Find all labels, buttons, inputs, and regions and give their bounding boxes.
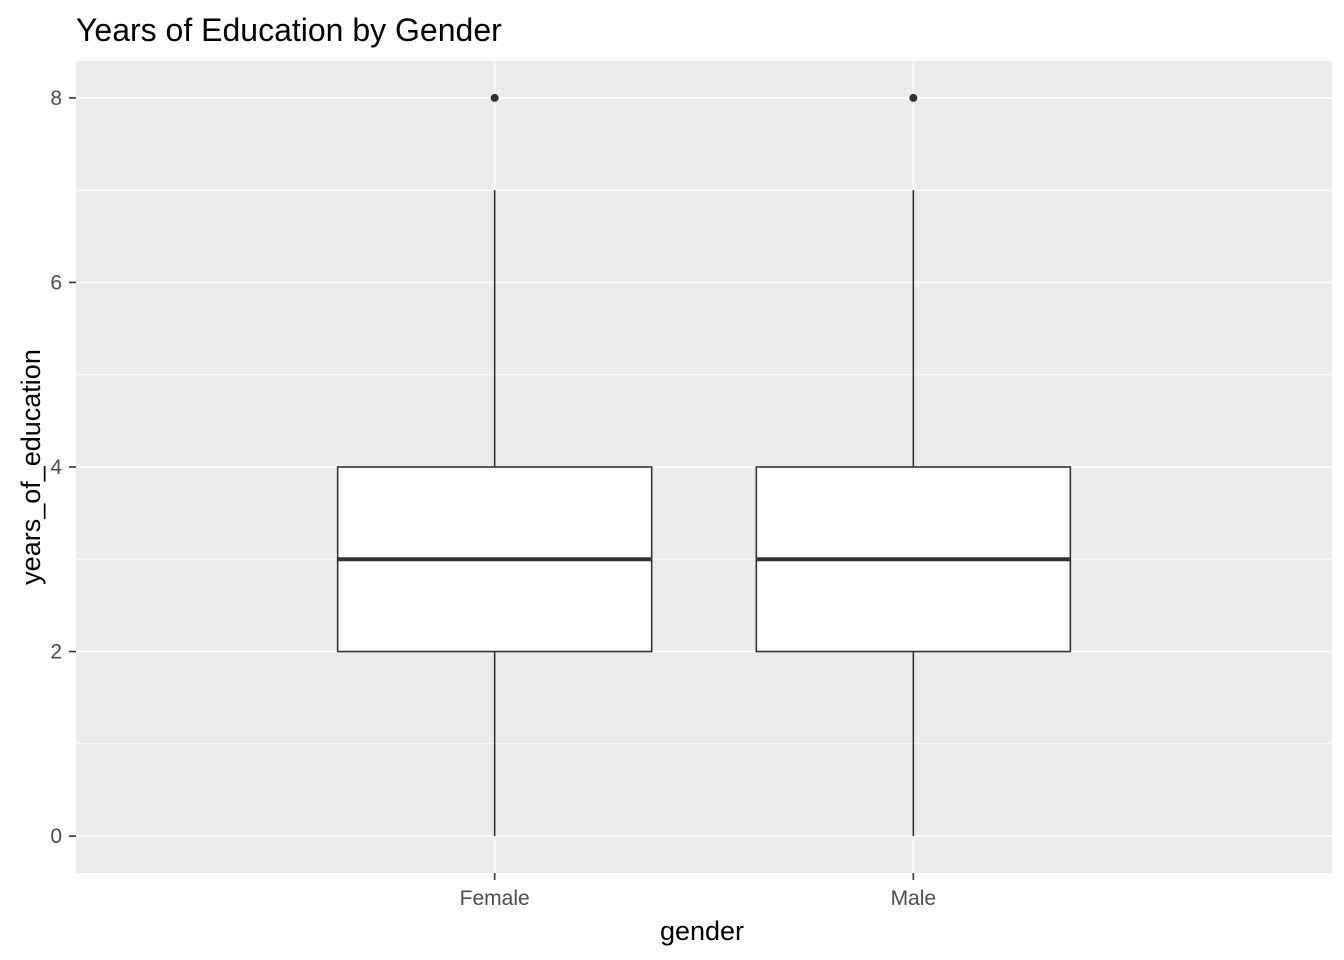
x-axis: Female Male xyxy=(460,873,936,910)
x-tick-label: Male xyxy=(891,887,937,910)
chart-title: Years of Education by Gender xyxy=(76,12,502,48)
outlier-point xyxy=(909,93,918,102)
boxplots xyxy=(336,93,1072,837)
x-tick-label: Female xyxy=(460,887,530,910)
y-axis-title: years_of_education xyxy=(16,349,46,585)
y-tick-label: 2 xyxy=(50,641,62,664)
boxplot-female xyxy=(336,93,653,837)
y-tick-label: 4 xyxy=(50,456,62,479)
y-tick-label: 0 xyxy=(50,825,62,848)
y-axis: 0 2 4 6 8 xyxy=(50,87,76,848)
outlier-point xyxy=(490,93,499,102)
y-tick-label: 8 xyxy=(50,87,62,110)
minor-gridlines xyxy=(76,189,1332,745)
x-axis-title: gender xyxy=(660,916,744,946)
boxplot-male xyxy=(755,93,1072,837)
y-tick-label: 6 xyxy=(50,271,62,294)
